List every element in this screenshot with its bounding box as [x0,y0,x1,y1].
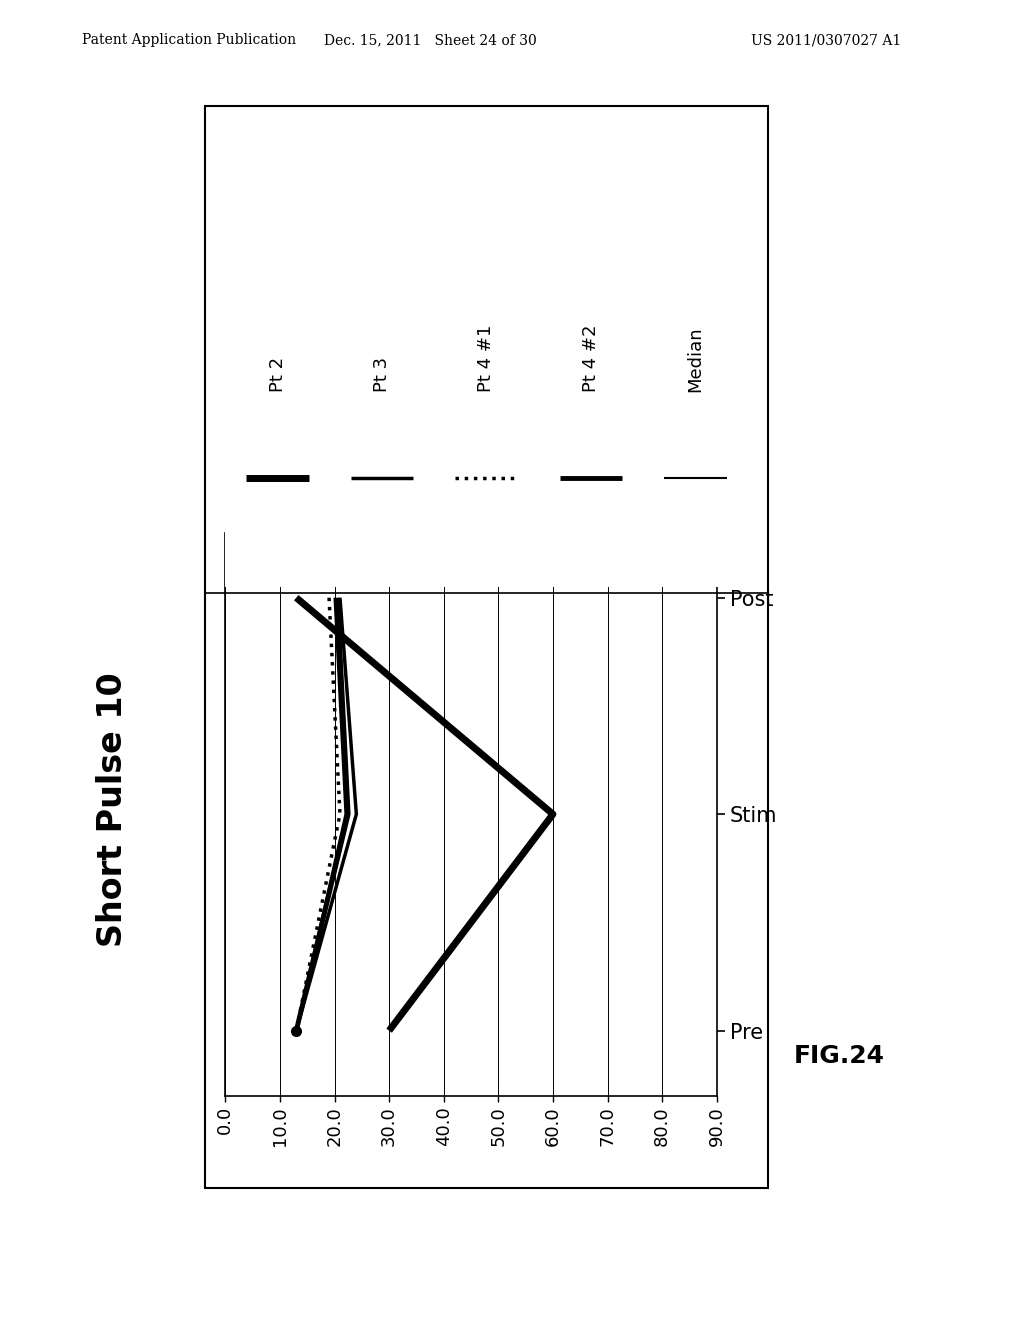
Text: Pt 2: Pt 2 [268,356,287,392]
Text: Dec. 15, 2011   Sheet 24 of 30: Dec. 15, 2011 Sheet 24 of 30 [324,33,537,48]
Text: FIG.24: FIG.24 [795,1044,885,1068]
Text: Pt 3: Pt 3 [373,356,391,392]
Text: Patent Application Publication: Patent Application Publication [82,33,296,48]
Text: Short Pulse 10: Short Pulse 10 [96,672,129,946]
Text: Pt 4 #2: Pt 4 #2 [582,325,600,392]
Text: Median: Median [686,326,705,392]
Text: Pt 4 #1: Pt 4 #1 [477,325,496,392]
Text: US 2011/0307027 A1: US 2011/0307027 A1 [751,33,901,48]
